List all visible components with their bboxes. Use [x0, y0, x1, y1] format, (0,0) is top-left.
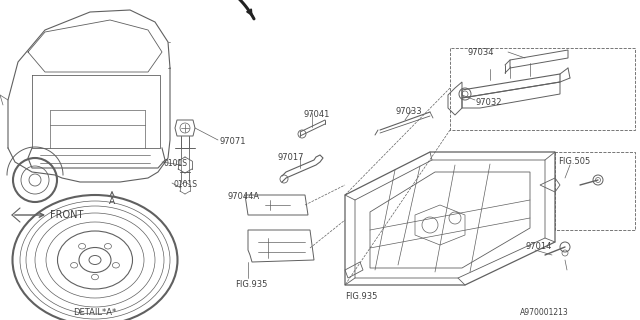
Text: FRONT: FRONT	[50, 210, 83, 220]
Text: 97034: 97034	[468, 48, 495, 57]
Text: 97041: 97041	[303, 110, 330, 119]
Text: 97033: 97033	[395, 107, 422, 116]
Text: FIG.935: FIG.935	[345, 292, 378, 301]
Text: A970001213: A970001213	[520, 308, 569, 317]
Text: A: A	[109, 197, 115, 206]
Text: 0101S: 0101S	[173, 180, 197, 189]
Text: FIG.935: FIG.935	[235, 280, 268, 289]
Text: DETAIL*A*: DETAIL*A*	[74, 308, 116, 317]
Text: 97032: 97032	[476, 98, 502, 107]
Text: 97017: 97017	[278, 153, 305, 162]
Text: 97071: 97071	[220, 137, 246, 146]
Text: FIG.505: FIG.505	[558, 157, 590, 166]
Text: 97044A: 97044A	[228, 192, 260, 201]
Text: 97014: 97014	[525, 242, 552, 251]
Text: 0101S: 0101S	[163, 159, 187, 168]
